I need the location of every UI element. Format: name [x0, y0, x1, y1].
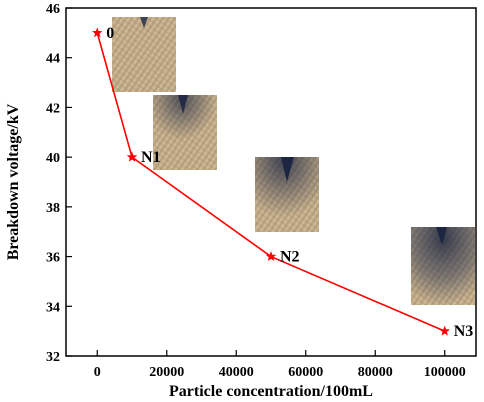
photo-sample-n3 — [411, 227, 475, 305]
y-tick-label: 44 — [46, 52, 60, 67]
y-tick-label: 38 — [46, 201, 60, 216]
data-point-marker — [92, 27, 103, 38]
photo-sample-n1 — [153, 95, 217, 170]
data-point-label: N3 — [454, 323, 474, 340]
x-tick-label: 20000 — [149, 365, 184, 380]
x-tick-label: 0 — [94, 365, 101, 380]
y-tick-label: 46 — [46, 2, 60, 17]
x-tick-label: 60000 — [288, 365, 323, 380]
data-point-label: N2 — [280, 249, 300, 266]
x-tick-label: 80000 — [358, 365, 393, 380]
photo-sample-0 — [112, 17, 176, 92]
data-point-marker — [126, 151, 138, 162]
x-axis-title: Particle concentration/100mL — [169, 383, 373, 400]
data-point-marker — [439, 325, 450, 336]
y-tick-label: 36 — [46, 251, 60, 266]
x-tick-label: 40000 — [219, 365, 254, 380]
y-tick-label: 42 — [46, 101, 60, 116]
y-tick-label: 34 — [46, 300, 60, 315]
y-tick-label: 40 — [46, 151, 60, 166]
x-tick-label: 100000 — [424, 365, 466, 380]
axis-ticks: 0 20000 40000 60000 80000 100000 32 34 36 38 40 42 4… — [46, 2, 466, 380]
y-axis-title: Breakdown voltage/kV — [5, 103, 22, 260]
photo-sample-n2 — [255, 157, 319, 232]
data-series: 0 N1 N2 N3 — [92, 25, 473, 340]
y-tick-label: 32 — [46, 350, 60, 365]
data-point-label: N1 — [141, 149, 161, 166]
series-line — [96, 32, 446, 332]
data-point-label: 0 — [106, 25, 114, 42]
data-point-marker — [265, 251, 277, 262]
plot-frame — [65, 7, 477, 357]
